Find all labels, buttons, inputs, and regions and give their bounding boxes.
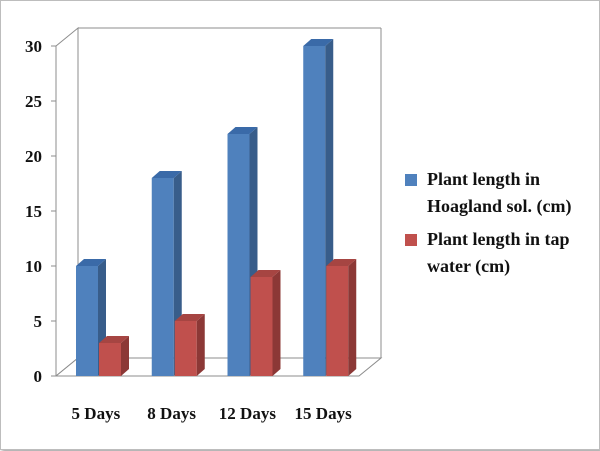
y-tick-label: 15 (25, 202, 42, 221)
x-category-label: 8 Days (147, 404, 196, 423)
bar-top-15-days-hoagland (303, 39, 334, 46)
x-category-label: 15 Days (295, 404, 353, 423)
bar-top-8-days-tap-water (174, 314, 205, 321)
x-category-label: 5 Days (72, 404, 121, 423)
legend: Plant length in Hoagland sol. (cm) Plant… (405, 166, 595, 286)
y-tick-label: 5 (34, 312, 43, 331)
bar-top-12-days-hoagland (227, 127, 258, 134)
bar-top-5-days-tap-water (99, 336, 129, 343)
y-tick-label: 25 (25, 92, 42, 111)
bar-top-15-days-tap-water (326, 259, 357, 266)
legend-swatch-hoagland (405, 174, 417, 186)
y-tick-label: 0 (34, 367, 43, 386)
bar-side-8-days-tap-water (196, 314, 205, 376)
bar-top-8-days-hoagland (151, 171, 182, 178)
bar-side-12-days-tap-water (272, 270, 281, 376)
y-tick-label: 20 (25, 147, 42, 166)
legend-item-tap-water: Plant length in tap water (cm) (405, 226, 595, 280)
y-tick-label: 10 (25, 257, 42, 276)
bar-5-days-tap-water (99, 343, 121, 376)
side-wall (55, 26, 79, 377)
bar-15-days-tap-water (326, 266, 349, 376)
x-category-label: 12 Days (219, 404, 277, 423)
bar-top-12-days-tap-water (250, 270, 281, 277)
bar-12-days-hoagland (227, 134, 250, 376)
y-tick-label: 30 (25, 37, 42, 56)
legend-label-hoagland: Plant length in Hoagland sol. (cm) (427, 169, 572, 216)
legend-label-tap-water: Plant length in tap water (cm) (427, 229, 570, 276)
bar-15-days-hoagland (303, 46, 326, 376)
bar-side-5-days-tap-water (121, 336, 129, 376)
bar-side-15-days-tap-water (348, 259, 357, 376)
bar-8-days-tap-water (174, 321, 197, 376)
legend-swatch-tap-water (405, 234, 417, 246)
bar-top-5-days-hoagland (76, 259, 106, 266)
bar-12-days-tap-water (250, 277, 273, 376)
legend-item-hoagland: Plant length in Hoagland sol. (cm) (405, 166, 595, 220)
bar-5-days-hoagland (76, 266, 98, 376)
bar-8-days-hoagland (151, 178, 174, 376)
